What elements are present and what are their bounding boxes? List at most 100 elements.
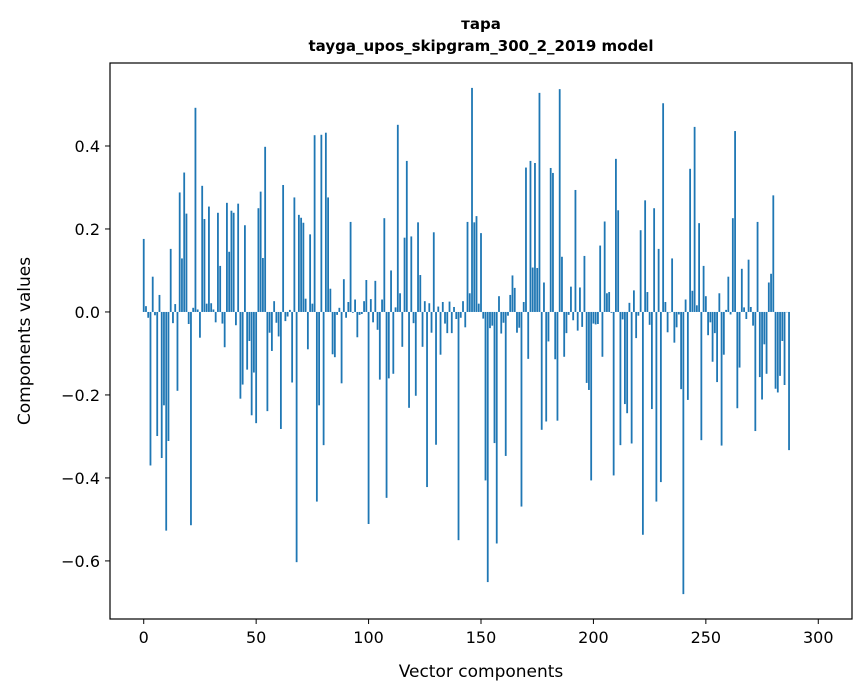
bar [784, 312, 786, 385]
bar [293, 197, 295, 312]
bar [433, 232, 435, 312]
bar [649, 312, 651, 325]
bar [314, 135, 316, 312]
bar [386, 312, 388, 498]
bar [732, 218, 734, 312]
bar [532, 268, 534, 312]
bar [471, 88, 473, 312]
bar [147, 312, 149, 318]
bar [152, 277, 154, 312]
x-tick-label: 200 [578, 628, 609, 647]
bar [455, 312, 457, 319]
bar [201, 186, 203, 312]
bar [177, 312, 179, 391]
bar [275, 312, 277, 323]
bar [244, 225, 246, 312]
bar [584, 256, 586, 312]
bar [419, 275, 421, 312]
bar [730, 312, 732, 314]
bar [154, 312, 156, 315]
bar [383, 218, 385, 312]
bar [655, 312, 657, 502]
bar [743, 307, 745, 312]
bar [170, 249, 172, 312]
bar [561, 257, 563, 312]
x-tick-label: 150 [466, 628, 497, 647]
bar [307, 312, 309, 349]
bar [316, 312, 318, 502]
bar [725, 310, 727, 312]
bar [392, 312, 394, 374]
bar [372, 312, 374, 322]
bar [233, 213, 235, 312]
bar [478, 304, 480, 312]
bar [199, 312, 201, 338]
bar [338, 308, 340, 312]
bar [172, 312, 174, 323]
bar [581, 312, 583, 327]
bar [235, 312, 237, 325]
bar [208, 207, 210, 312]
bar [388, 312, 390, 378]
bar [246, 312, 248, 370]
bar [759, 312, 761, 377]
bar [716, 312, 718, 382]
bar [775, 312, 777, 389]
bar [667, 312, 669, 332]
bar [757, 222, 759, 312]
bar [640, 230, 642, 312]
bar [779, 312, 781, 376]
bar [480, 233, 482, 312]
bar [282, 185, 284, 312]
bar [676, 312, 678, 327]
bar [597, 312, 599, 324]
bar [255, 312, 257, 423]
bar [512, 275, 514, 312]
bar [682, 312, 684, 594]
bar [440, 312, 442, 355]
bar [323, 312, 325, 445]
bar [347, 302, 349, 312]
y-tick-label: −0.2 [61, 386, 100, 405]
y-tick-label: 0.0 [75, 303, 100, 322]
bar [545, 312, 547, 422]
bar [222, 312, 224, 324]
bar [264, 147, 266, 312]
bar [705, 296, 707, 312]
bar [374, 281, 376, 312]
bar [320, 135, 322, 312]
bar [536, 268, 538, 312]
bar [696, 305, 698, 312]
bar [525, 168, 527, 312]
bar [557, 312, 559, 421]
bar [653, 208, 655, 312]
bar [629, 303, 631, 312]
bar [530, 161, 532, 312]
bar [181, 258, 183, 312]
bar [228, 252, 230, 312]
bar [395, 307, 397, 312]
bar [678, 312, 680, 314]
bar [615, 159, 617, 312]
bar [521, 312, 523, 507]
y-tick-label: −0.4 [61, 469, 100, 488]
bar [745, 312, 747, 319]
bar [309, 234, 311, 312]
bar [253, 312, 255, 373]
bar [451, 312, 453, 333]
bar [345, 312, 347, 318]
bar [739, 312, 741, 368]
bar [606, 293, 608, 312]
bar [718, 293, 720, 312]
bar [381, 300, 383, 312]
bar [318, 312, 320, 405]
bar [446, 312, 448, 333]
bar [302, 223, 304, 312]
bar [631, 312, 633, 444]
bar [183, 173, 185, 312]
bar [462, 301, 464, 312]
bar [145, 306, 147, 312]
bar [417, 222, 419, 312]
